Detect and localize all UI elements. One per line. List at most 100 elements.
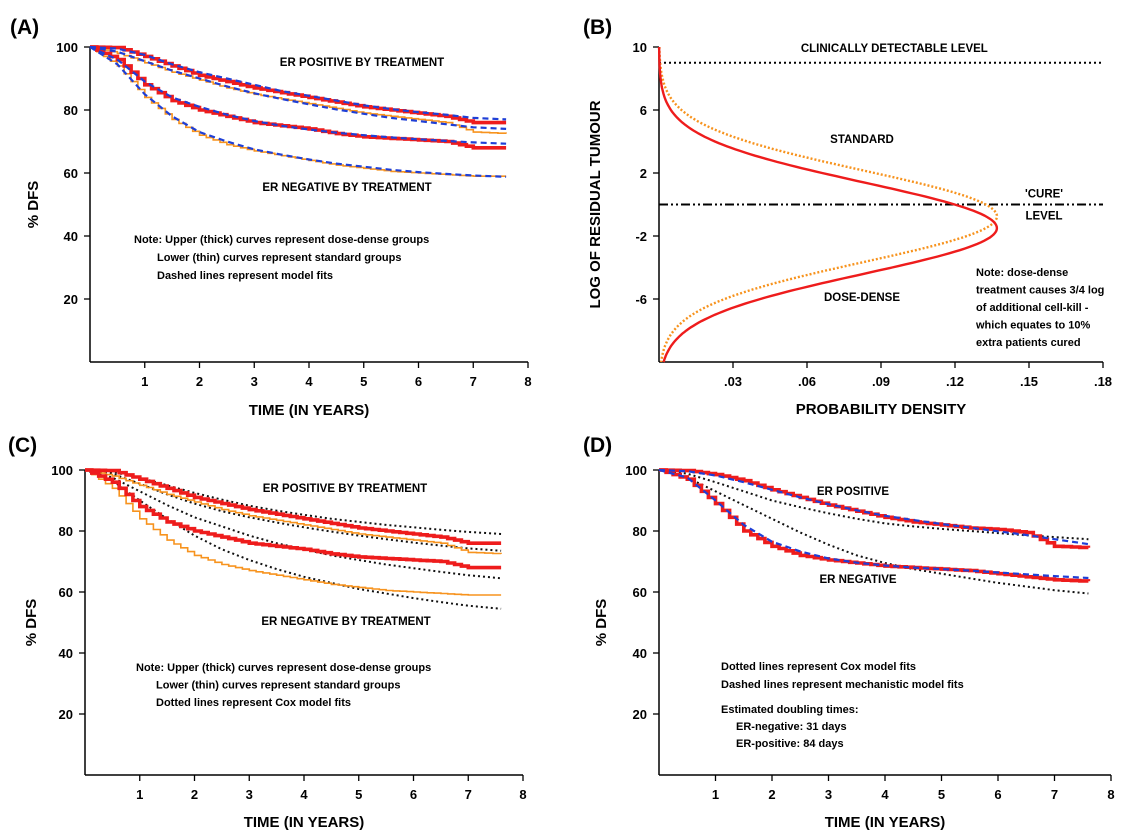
note-line: Lower (thin) curves represent standard g… (156, 680, 401, 692)
series-er-neg-observed (659, 468, 1091, 583)
annotation: ER POSITIVE BY TREATMENT (280, 57, 444, 69)
x-tick-label: 7 (1051, 787, 1058, 802)
panel-b: (B) .03 .06 .09 .12 .15 .18 10 6 2 -2 -6 PROBABILITY… (583, 16, 1112, 418)
annotation: ER NEGATIVE (819, 574, 896, 586)
x-tick-label: 3 (825, 787, 832, 802)
series-er-pos-cox (658, 469, 1089, 541)
x-tick-label: 7 (465, 787, 472, 802)
series-er-pos-cox-1 (84, 469, 502, 535)
y-tick-label: 60 (64, 166, 78, 181)
x-tick-label: 2 (191, 787, 198, 802)
x-tick-label: 5 (938, 787, 945, 802)
note-line: Lower (thin) curves represent standard g… (157, 252, 402, 264)
y-tick-label: 10 (633, 40, 647, 55)
y-tick-label: 40 (59, 646, 73, 661)
x-axis-label: TIME (IN YEARS) (249, 402, 370, 419)
note-line: Dotted lines represent Cox model fits (156, 697, 351, 709)
y-tick-label: 40 (633, 646, 647, 661)
y-tick-label: 40 (64, 229, 78, 244)
x-tick-label: .15 (1020, 374, 1038, 389)
y-tick-label: 80 (59, 524, 73, 539)
y-tick-label: -2 (635, 229, 647, 244)
series-er-neg-mechanistic (658, 468, 1089, 580)
x-tick-label: 2 (196, 374, 203, 389)
y-axis-label: % DFS (593, 599, 610, 647)
x-tick-label: 8 (524, 374, 531, 389)
series-er-neg-dose-dense (85, 468, 502, 570)
annotation: ER POSITIVE (817, 486, 890, 498)
series-er-neg-standard (85, 469, 502, 596)
annotation: STANDARD (830, 134, 894, 146)
series-er-pos-observed (659, 468, 1091, 550)
x-tick-label: 1 (712, 787, 719, 802)
y-axis-label: LOG OF RESIDUAL TUMOUR (587, 100, 604, 308)
note-line: extra patients cured (976, 337, 1081, 349)
note-line: of additional cell-kill - (976, 302, 1089, 314)
panel-label: (D) (583, 434, 612, 457)
x-axis-label: PROBABILITY DENSITY (796, 401, 967, 418)
series-er-neg-fit-high (89, 46, 507, 145)
y-tick-label: 100 (625, 463, 647, 478)
x-tick-label: .09 (872, 374, 890, 389)
cure-label-level: LEVEL (1025, 211, 1062, 223)
y-tick-label: 80 (64, 103, 78, 118)
note-line: ER-negative: 31 days (736, 721, 847, 733)
annotation: ER POSITIVE BY TREATMENT (263, 483, 427, 495)
x-tick-label: .03 (724, 374, 742, 389)
annotation: ER NEGATIVE BY TREATMENT (261, 616, 430, 628)
y-axis-label: % DFS (23, 599, 40, 647)
x-tick-label: 8 (1107, 787, 1114, 802)
y-tick-label: 20 (64, 292, 78, 307)
series-er-neg-fit-low (89, 46, 507, 178)
y-axis-label: % DFS (25, 181, 42, 229)
x-tick-label: 6 (410, 787, 417, 802)
x-tick-label: 4 (881, 787, 889, 802)
note-line: Dotted lines represent Cox model fits (721, 661, 916, 673)
series-er-pos-fit-low (89, 45, 507, 130)
y-tick-label: 20 (59, 707, 73, 722)
x-tick-label: 5 (355, 787, 362, 802)
x-tick-label: 4 (305, 374, 313, 389)
series-er-neg-cox-2 (84, 469, 502, 610)
density-curve-standard (658, 47, 999, 363)
x-tick-label: 3 (251, 374, 258, 389)
x-tick-label: 1 (136, 787, 143, 802)
y-tick-label: -6 (635, 292, 647, 307)
x-axis-label: TIME (IN YEARS) (825, 814, 946, 831)
panel-label: (A) (10, 16, 39, 39)
x-tick-label: .18 (1094, 374, 1112, 389)
series-er-pos-mechanistic (658, 468, 1089, 546)
x-tick-label: 5 (360, 374, 367, 389)
note-line: treatment causes 3/4 log (976, 285, 1104, 297)
note-line: ER-positive: 84 days (736, 738, 844, 750)
clinically-detectable-label: CLINICALLY DETECTABLE LEVEL (801, 43, 988, 55)
note-line: Note: Upper (thick) curves represent dos… (136, 662, 431, 674)
x-tick-label: 6 (994, 787, 1001, 802)
x-tick-label: 2 (768, 787, 775, 802)
cure-label: 'CURE' (1025, 189, 1063, 201)
y-tick-label: 6 (640, 103, 647, 118)
annotation: ER NEGATIVE BY TREATMENT (262, 182, 431, 194)
x-tick-label: 7 (470, 374, 477, 389)
x-tick-label: .12 (946, 374, 964, 389)
note-line: which equates to 10% (975, 320, 1091, 332)
y-tick-label: 100 (56, 40, 78, 55)
series-er-pos-dose-dense (85, 468, 502, 545)
note-line: Estimated doubling times: (721, 704, 859, 716)
annotation: DOSE-DENSE (824, 292, 900, 304)
y-tick-label: 20 (633, 707, 647, 722)
panel-a: (A) 1 2 3 4 5 6 7 8 20 40 60 80 100 TIME (IN YEARS) % D… (10, 16, 532, 419)
note-line: Note: dose-dense (976, 267, 1068, 279)
y-tick-label: 60 (59, 585, 73, 600)
panel-label: (B) (583, 16, 612, 39)
x-tick-label: 3 (246, 787, 253, 802)
note-line: Dashed lines represent mechanistic model… (721, 679, 964, 691)
x-tick-label: .06 (798, 374, 816, 389)
panel-label: (C) (8, 434, 37, 457)
x-axis-label: TIME (IN YEARS) (244, 814, 365, 831)
note-line: Note: Upper (thick) curves represent dos… (134, 234, 429, 246)
y-tick-label: 100 (51, 463, 73, 478)
y-tick-label: 2 (640, 166, 647, 181)
series-er-neg-cox (658, 469, 1089, 595)
